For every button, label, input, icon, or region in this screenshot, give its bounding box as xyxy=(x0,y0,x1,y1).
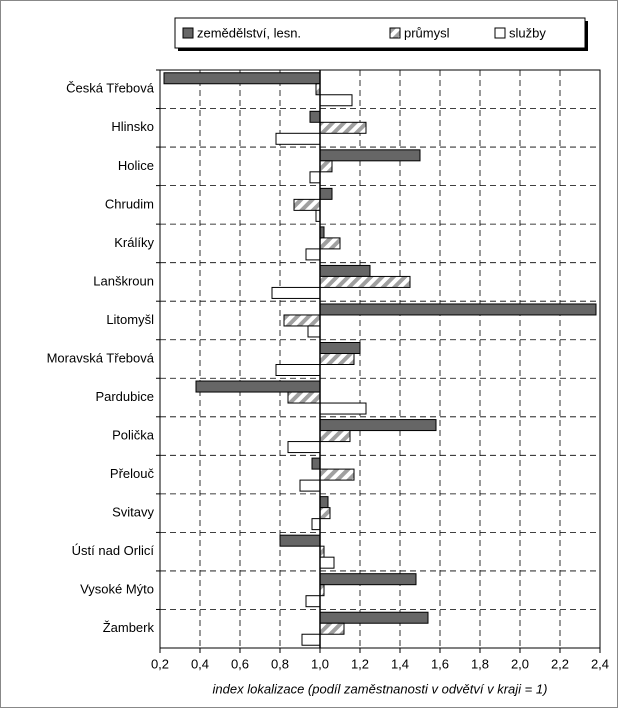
bar xyxy=(319,556,335,569)
legend-swatch xyxy=(182,27,194,39)
y-tick-label: Žamberk xyxy=(103,620,155,635)
bar xyxy=(319,419,437,432)
x-tick-label: 0,8 xyxy=(271,656,289,671)
y-tick-label: Králíky xyxy=(114,235,154,250)
bar xyxy=(319,353,355,365)
y-tick-label: Lanškroun xyxy=(93,273,154,288)
bar xyxy=(319,468,355,481)
bar xyxy=(309,171,321,184)
bar xyxy=(319,187,333,200)
legend-label: průmysl xyxy=(404,25,450,40)
bar xyxy=(319,507,331,520)
bar xyxy=(319,573,417,586)
bar xyxy=(319,121,367,134)
bar xyxy=(319,402,367,415)
bar xyxy=(307,325,321,338)
x-tick-label: 0,6 xyxy=(231,656,249,671)
x-tick-label: 1,2 xyxy=(351,656,369,671)
bar xyxy=(311,457,321,470)
y-tick-label: Ústí nad Orlicí xyxy=(72,543,155,558)
bar xyxy=(283,314,321,327)
bar xyxy=(305,248,321,261)
x-axis-label: index lokalizace (podíl zaměstnanosti v … xyxy=(213,681,548,696)
x-tick-label: 0,2 xyxy=(151,656,169,671)
x-tick-label: 2,2 xyxy=(551,656,569,671)
x-tick-label: 1,0 xyxy=(311,656,329,671)
bar xyxy=(309,110,321,123)
y-tick-label: Polička xyxy=(112,428,155,443)
bar xyxy=(319,264,371,277)
x-tick-label: 1,6 xyxy=(431,656,449,671)
bar xyxy=(305,595,321,608)
x-tick-label: 1,8 xyxy=(471,656,489,671)
bar xyxy=(271,286,321,299)
bar xyxy=(311,518,321,531)
y-tick-label: Přelouč xyxy=(110,466,155,481)
y-tick-label: Pardubice xyxy=(95,389,154,404)
bar xyxy=(319,94,353,107)
bar xyxy=(287,441,321,454)
bar xyxy=(319,496,329,509)
y-tick-label: Vysoké Mýto xyxy=(80,582,154,597)
bar xyxy=(279,534,321,547)
bar xyxy=(319,275,411,288)
y-tick-label: Svitavy xyxy=(112,505,154,520)
bar xyxy=(319,160,333,173)
x-tick-label: 1,4 xyxy=(391,656,409,671)
bar xyxy=(195,380,321,393)
legend-label: služby xyxy=(509,25,546,40)
y-tick-label: Litomyšl xyxy=(106,312,154,327)
bar xyxy=(275,132,321,145)
y-tick-label: Chrudim xyxy=(105,196,154,211)
x-tick-label: 0,4 xyxy=(191,656,209,671)
legend-label: zemědělství, lesn. xyxy=(197,25,301,40)
bar xyxy=(287,391,321,404)
y-tick-label: Holice xyxy=(118,158,154,173)
bar xyxy=(301,633,321,646)
bar xyxy=(319,237,341,250)
bar xyxy=(299,479,321,492)
bar xyxy=(275,364,321,376)
y-tick-label: Hlinsko xyxy=(111,119,154,134)
legend-box xyxy=(174,17,586,49)
bar xyxy=(319,149,421,162)
y-tick-label: Česká Třebová xyxy=(66,81,155,96)
bar xyxy=(319,303,597,316)
legend-swatch xyxy=(389,27,401,39)
legend-swatch xyxy=(494,27,506,39)
bar xyxy=(293,198,321,211)
bar xyxy=(319,430,351,443)
x-tick-label: 2,0 xyxy=(511,656,529,671)
bar xyxy=(163,72,321,85)
plot-area xyxy=(159,69,601,649)
y-tick-label: Moravská Třebová xyxy=(47,350,155,365)
bar xyxy=(319,342,361,354)
x-tick-label: 2,4 xyxy=(591,656,609,671)
bar xyxy=(319,622,345,635)
bar xyxy=(319,611,429,624)
